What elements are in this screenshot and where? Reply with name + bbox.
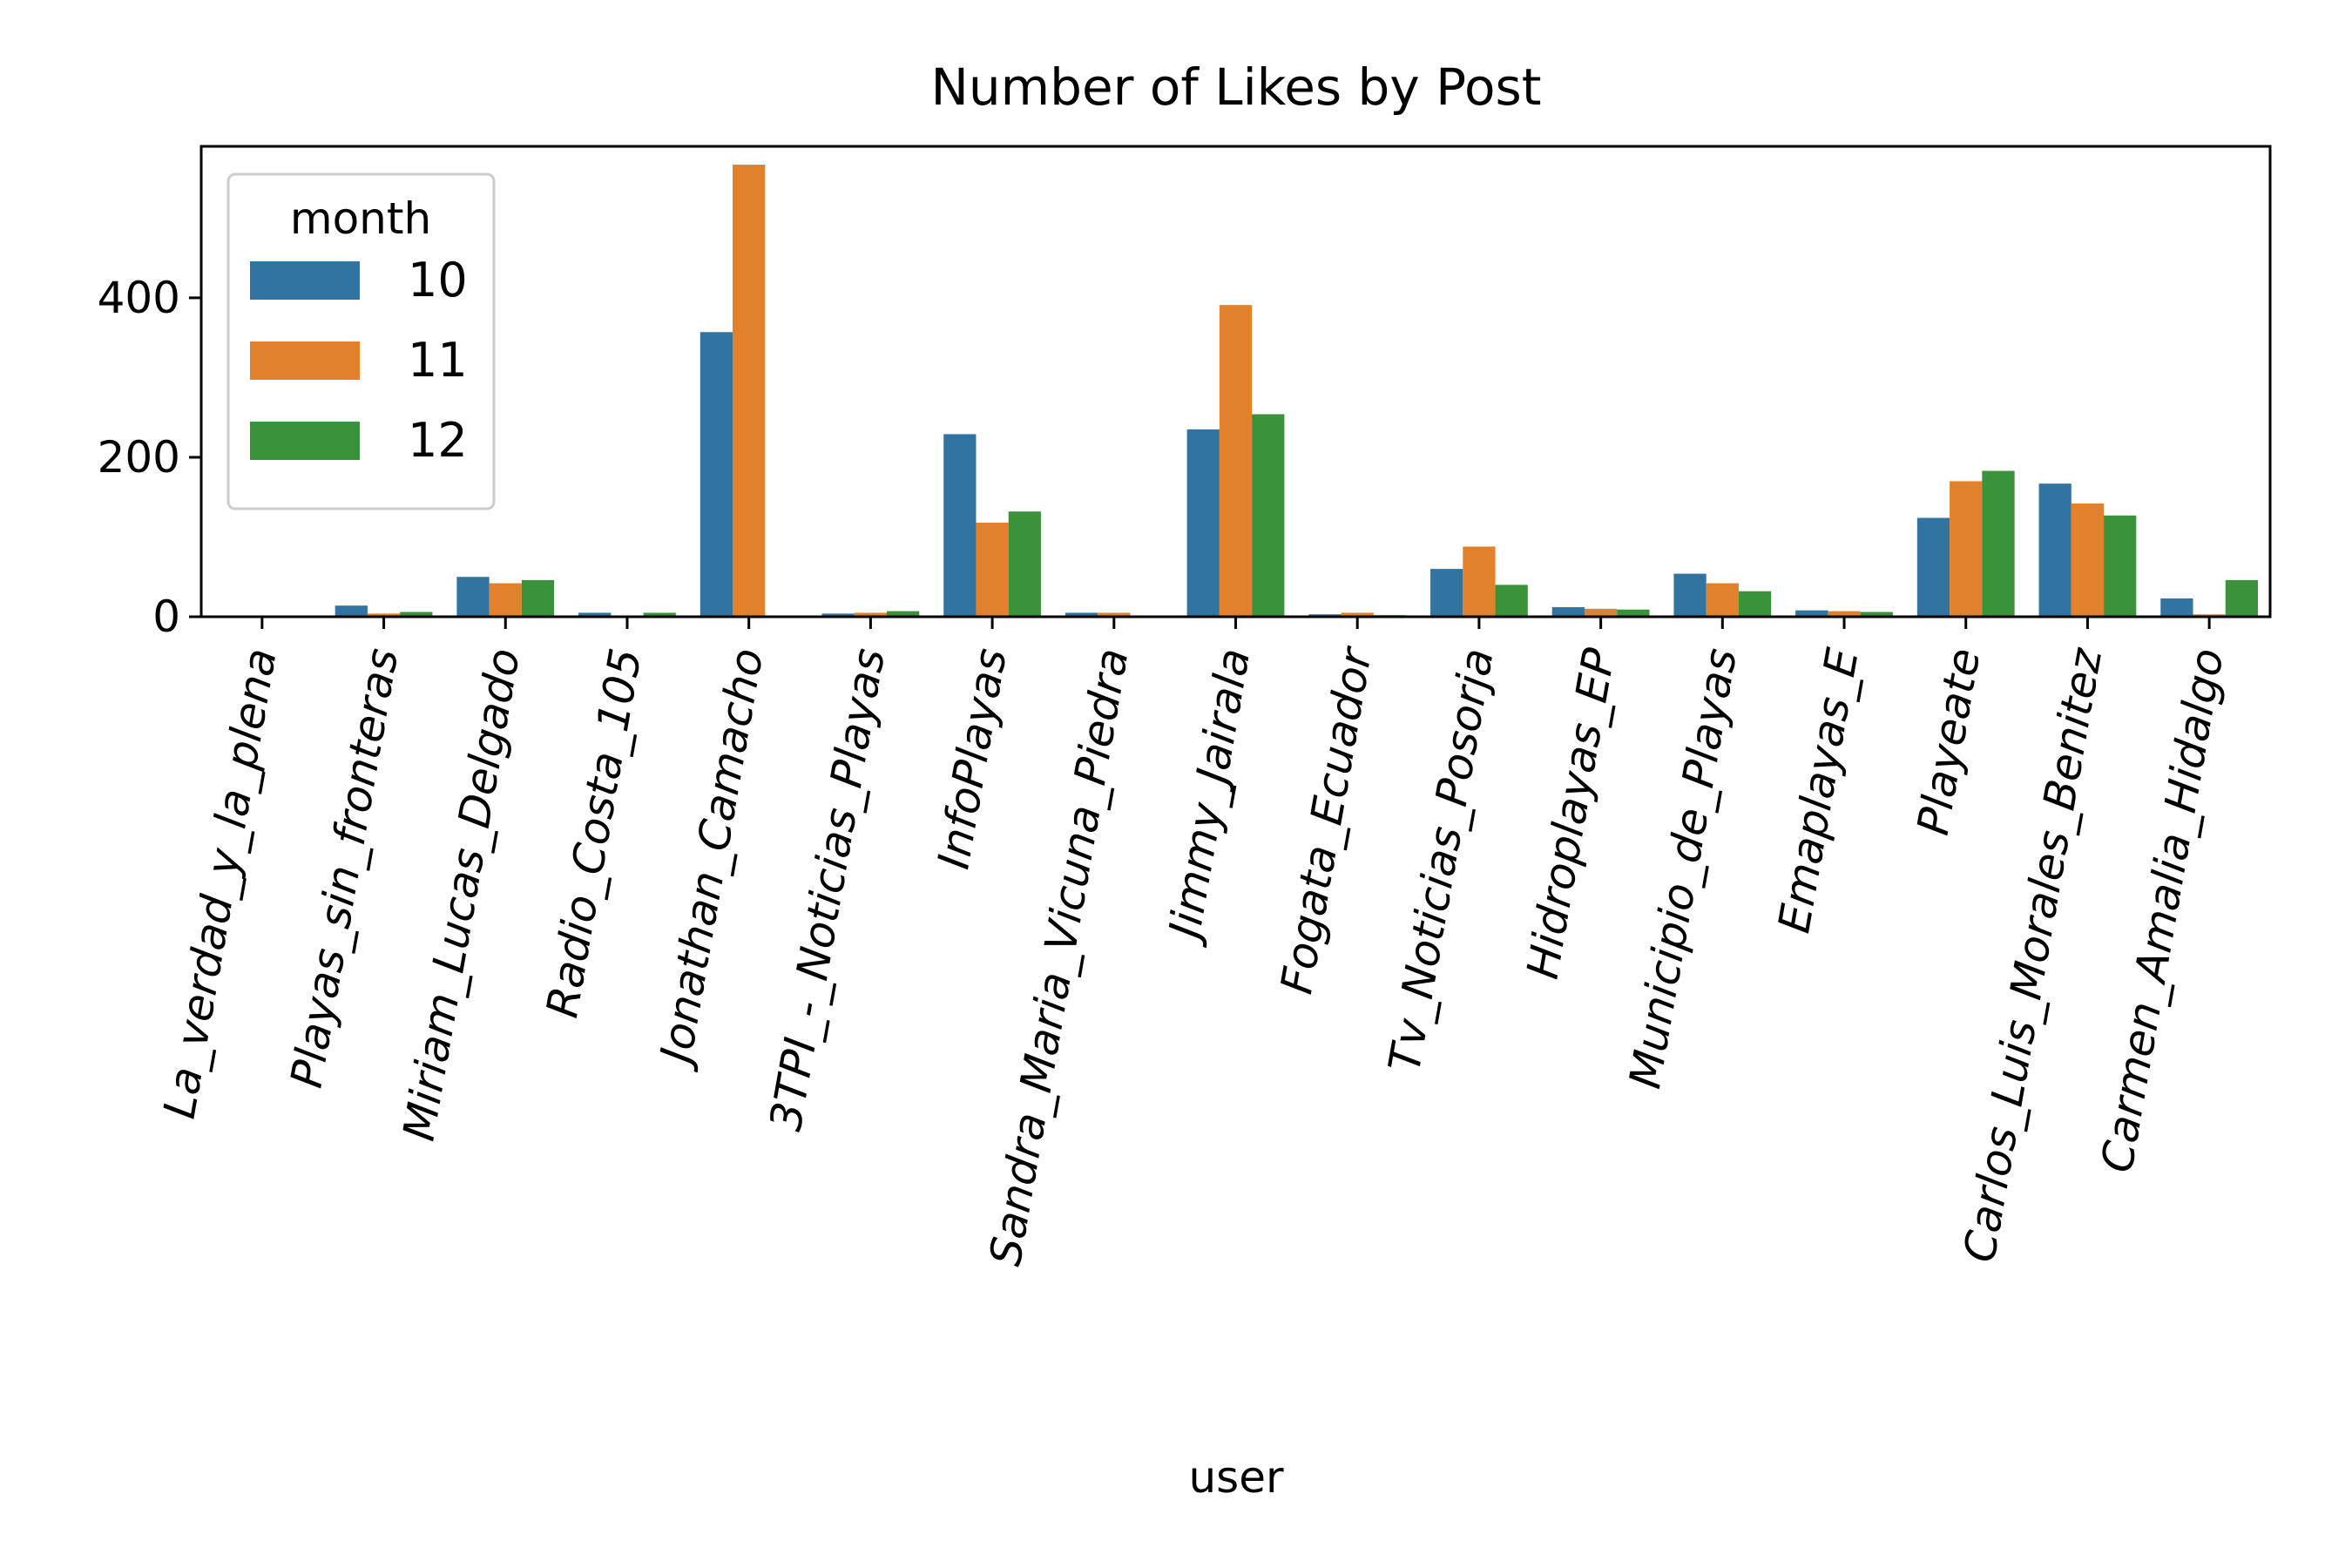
bar-InfoPlayas-11 (976, 523, 1009, 617)
bar-Municipio_de_Playas-10 (1673, 573, 1707, 617)
legend-swatch-10 (250, 261, 360, 300)
x-tick-label-Sandra_Maria_Vicuna_Piedra: Sandra_Maria_Vicuna_Piedra (980, 645, 1139, 1269)
x-tick-label-Hidroplayas_EP: Hidroplayas_EP (1517, 644, 1625, 983)
bar-Radio_Costa_105-12 (643, 612, 676, 617)
chart-title: Number of Likes by Post (931, 57, 1542, 117)
x-tick-label-Jonathan_Camacho: Jonathan_Camacho (649, 645, 773, 1074)
bar-Carmen_Amalia_Hidalgo-10 (2160, 598, 2193, 617)
x-tick-label-Playas_sin_fronteras: Playas_sin_fronteras (281, 645, 409, 1092)
legend-title: month (290, 193, 431, 244)
bar-Carlos_Luis_Morales_Benitez-12 (2104, 515, 2137, 617)
y-tick-label-0: 0 (152, 591, 180, 642)
x-tick-label-Radio_Costa_105: Radio_Costa_105 (537, 645, 652, 1021)
bar-Fogata_Ecuador-11 (1341, 612, 1374, 617)
x-tick-label-La_verdad_y_la_plena: La_verdad_y_la_plena (154, 645, 287, 1122)
bar-Jonathan_Camacho-11 (733, 165, 766, 618)
bar-Municipio_de_Playas-11 (1706, 583, 1739, 617)
bar-Sandra_Maria_Vicuna_Piedra-11 (1098, 612, 1131, 617)
bar-Tv_Noticias_Posorja-12 (1495, 585, 1528, 617)
y-tick-label-200: 200 (98, 432, 180, 483)
legend-label-12: 12 (408, 413, 468, 468)
bar-Playeate-12 (1982, 470, 2015, 617)
legend-label-10: 10 (408, 253, 468, 308)
bar-Miriam_Lucas_Delgado-11 (489, 583, 522, 617)
y-axis: 0 200 400 (98, 273, 201, 642)
x-tick-label-Carmen_Amalia_Hidalgo: Carmen_Amalia_Hidalgo (2092, 645, 2234, 1176)
x-tick-label-InfoPlayas: InfoPlayas (928, 645, 1017, 873)
bar-Jimmy_Jairala-10 (1186, 429, 1220, 617)
x-tick-label-Municipio_de_Playas: Municipio_de_Playas (1619, 645, 1747, 1092)
legend-swatch-12 (250, 422, 360, 460)
x-tick-label-3TPI_-_Noticias_Playas: 3TPI_-_Noticias_Playas (760, 645, 896, 1134)
plot-frame (199, 145, 2272, 618)
bar-Municipio_de_Playas-12 (1738, 591, 1772, 617)
bar-Hidroplayas_EP-11 (1584, 608, 1618, 617)
bar-Emaplayas_E-11 (1828, 611, 1861, 617)
bar-3TPI_-_Noticias_Playas-11 (854, 612, 887, 617)
bar-Tv_Noticias_Posorja-10 (1430, 569, 1463, 617)
x-tick-label-Playeate: Playeate (1908, 645, 1990, 839)
bar-Emaplayas_E-10 (1795, 610, 1828, 617)
bar-Playas_sin_fronteras-11 (367, 613, 401, 617)
x-axis-label: user (1188, 1452, 1284, 1503)
legend-swatch-11 (250, 341, 360, 380)
bar-Radio_Costa_105-10 (578, 612, 612, 617)
bar-Playas_sin_fronteras-10 (335, 605, 368, 617)
bar-Emaplayas_E-12 (1860, 612, 1893, 617)
bar-3TPI_-_Noticias_Playas-12 (887, 611, 920, 617)
bar-Carmen_Amalia_Hidalgo-12 (2225, 579, 2259, 617)
x-tick-label-Fogata_Ecuador: Fogata_Ecuador (1271, 642, 1382, 998)
bar-InfoPlayas-12 (1008, 511, 1041, 617)
bar-Playeate-10 (1916, 517, 1950, 617)
x-tick-label-Jimmy_Jairala: Jimmy_Jairala (1158, 645, 1260, 949)
bar-Jimmy_Jairala-12 (1252, 414, 1285, 617)
x-tick-label-Tv_Noticias_Posorja: Tv_Noticias_Posorja (1379, 645, 1504, 1076)
bars-layer (335, 165, 2259, 618)
bar-3TPI_-_Noticias_Playas-10 (821, 613, 855, 617)
bar-Tv_Noticias_Posorja-11 (1463, 546, 1496, 617)
bar-Jonathan_Camacho-10 (700, 332, 733, 617)
bar-Miriam_Lucas_Delgado-12 (521, 579, 555, 617)
x-axis: La_verdad_y_la_plenaPlayas_sin_fronteras… (154, 617, 2234, 1269)
bar-Carlos_Luis_Morales_Benitez-10 (2038, 483, 2072, 617)
bar-Jimmy_Jairala-11 (1219, 305, 1253, 617)
legend: month 10 11 12 (226, 172, 496, 510)
x-tick-label-Miriam_Lucas_Delgado: Miriam_Lucas_Delgado (394, 645, 531, 1145)
bar-Sandra_Maria_Vicuna_Piedra-10 (1064, 612, 1098, 617)
bar-Carlos_Luis_Morales_Benitez-11 (2071, 504, 2105, 617)
bar-Hidroplayas_EP-12 (1617, 609, 1650, 617)
bar-Playeate-11 (1950, 481, 1983, 617)
bar-Hidroplayas_EP-10 (1551, 607, 1585, 617)
y-tick-label-400: 400 (98, 273, 180, 323)
x-tick-label-Emaplayas_E: Emaplayas_E (1768, 645, 1869, 937)
bar-InfoPlayas-10 (943, 434, 977, 617)
bar-Playas_sin_fronteras-12 (400, 612, 433, 617)
x-tick-label-Carlos_Luis_Morales_Benitez: Carlos_Luis_Morales_Benitez (1954, 643, 2112, 1266)
bar-Miriam_Lucas_Delgado-10 (456, 577, 490, 617)
legend-label-11: 11 (408, 333, 468, 388)
